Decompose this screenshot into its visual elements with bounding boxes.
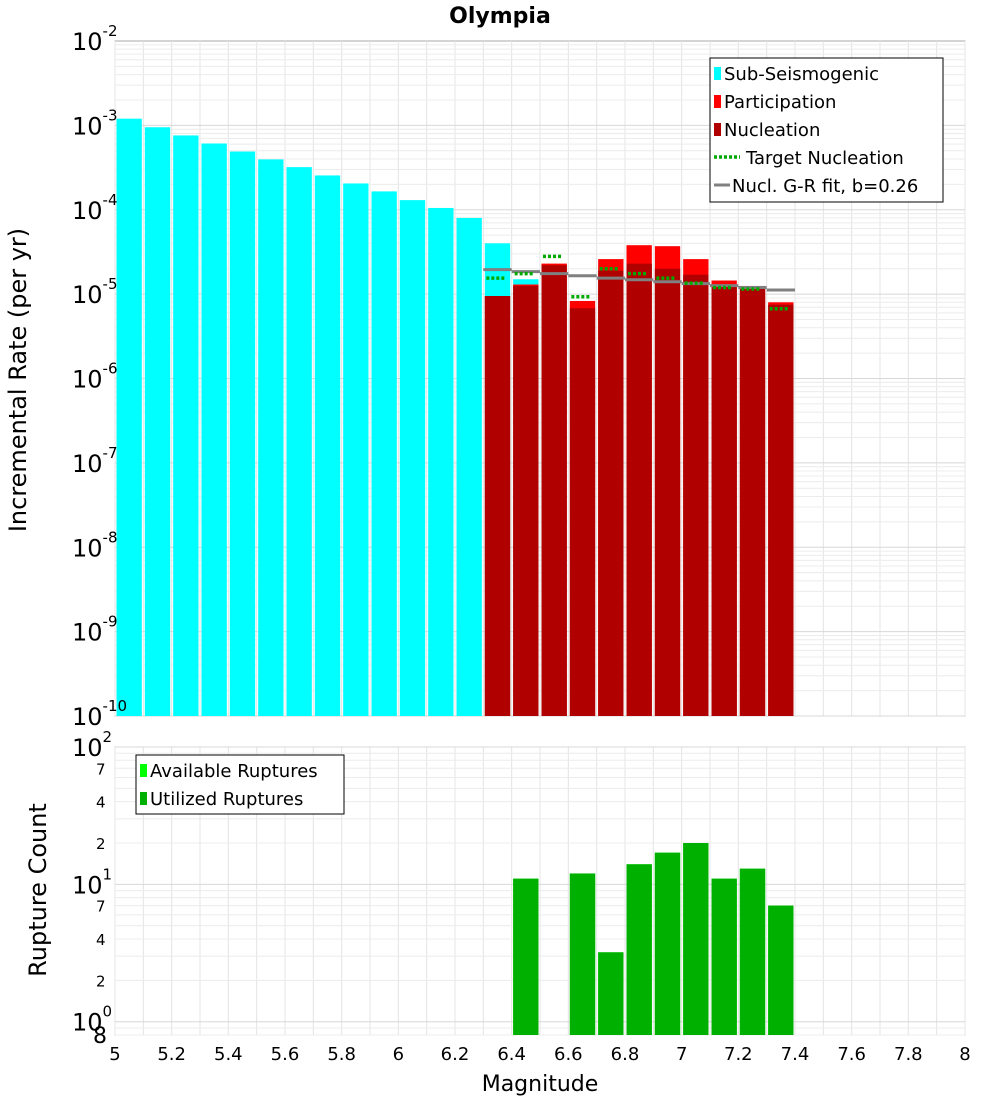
x-tick-label: 6.6 [554,1044,583,1065]
sub-seismogenic-bar [201,143,227,716]
nucleation-bar [768,304,794,716]
utilized-ruptures-bar [569,873,596,1035]
bottom-y-minor-tick-label: 7 [96,760,106,778]
sub-seismogenic-bar [428,207,454,716]
legend-swatch [140,764,147,777]
sub-seismogenic-bar [399,200,426,716]
legend-label: Utilized Ruptures [150,789,303,810]
x-tick-label: 5 [109,1044,120,1065]
chart-title: Olympia [449,4,551,29]
utilized-ruptures-bar [626,864,652,1035]
top-y-tick-label: 10-3 [72,106,118,140]
bottom-y-minor-tick-label: 4 [96,794,106,812]
x-tick-label: 7.2 [724,1044,753,1065]
top-y-tick-label: 10-6 [72,360,118,394]
utilized-ruptures-bar [513,878,539,1035]
nucleation-bar [654,268,681,716]
nucleation-bar [711,284,737,716]
top-y-tick-label: 10-2 [72,22,118,56]
x-tick-label: 5.6 [271,1044,300,1065]
bottom-y-minor-tick-label: 8 [93,1024,107,1049]
sub-seismogenic-bar [144,127,171,716]
x-tick-label: 6.4 [497,1044,526,1065]
bottom-legend: Available Ruptures Utilized Ruptures [135,754,345,815]
x-tick-label: 6 [393,1044,404,1065]
top-y-tick-label: 10-9 [72,613,118,647]
legend-label: Available Ruptures [150,761,318,782]
bottom-y-minor-tick-label: 7 [96,898,106,916]
top-legend: Sub-Seismogenic Participation Nucleation Ta… [709,57,944,203]
nucleation-bar [739,287,766,716]
x-tick-label: 7.8 [894,1044,923,1065]
legend-label: Nucl. G-R fit, b=0.26 [732,176,918,197]
nucleation-bar [626,263,652,716]
top-plot-area: 10-10 10-9 10-8 10-7 10-6 10-5 10-4 10-3 10-2 In… [4,22,966,731]
top-y-ticks: 10-10 10-9 10-8 10-7 10-6 10-5 10-4 10-3 10-2 [72,22,127,731]
sub-seismogenic-bar [456,217,482,716]
x-tick-label: 6.8 [611,1044,640,1065]
utilized-ruptures-bar [711,878,737,1035]
top-legend-box [709,57,944,203]
bottom-y-major-tick-label: 102 [72,728,112,762]
x-tick-label: 5.4 [214,1044,243,1065]
sub-seismogenic-bar [116,118,142,716]
top-y-tick-label: 10-5 [72,275,118,309]
top-y-tick-label: 10-10 [72,697,127,731]
legend-label: Participation [724,92,836,113]
x-tick-label: 5.2 [157,1044,186,1065]
top-y-tick-label: 10-4 [72,191,118,225]
nucleation-bar [541,265,567,716]
legend-label: Nucleation [724,120,820,141]
bottom-y-major-tick-label: 101 [72,865,112,899]
legend-swatch [140,792,147,805]
top-lines [483,254,795,311]
utilized-ruptures-bar [768,905,794,1035]
nucleation-bar [598,270,624,716]
sub-seismogenic-bar [258,159,284,717]
bottom-y-minor-tick-label: 4 [96,931,106,949]
utilized-ruptures-bar [598,952,624,1035]
top-y-tick-label: 10-7 [72,444,118,478]
legend-swatch [714,123,721,136]
x-ticks: 5 5.2 5.4 5.6 5.8 6 6.2 6.4 6.6 6.8 7 7.2 7.4 7.6 7.8 8 [109,1044,970,1065]
sub-seismogenic-bar [229,151,256,716]
x-axis-label: Magnitude [482,1072,599,1097]
bottom-y-ticks: 100 101 102 8 2 4 7 2 4 7 [72,728,112,1049]
utilized-ruptures-bar [654,852,681,1035]
x-tick-label: 7 [676,1044,687,1065]
x-tick-label: 7.6 [837,1044,866,1065]
legend-label: Target Nucleation [745,148,904,169]
nucleation-bar [513,285,539,716]
top-y-axis-label: Incremental Rate (per yr) [4,228,32,532]
sub-seismogenic-bar [173,135,199,717]
bottom-bars [513,843,794,1035]
nucleation-bar [484,296,511,716]
legend-label: Sub-Seismogenic [724,64,879,85]
bottom-y-major-tick-label: 100 [72,1003,112,1037]
x-tick-label: 7.4 [781,1044,810,1065]
utilized-ruptures-bar [739,868,766,1035]
x-tick-label: 5.8 [327,1044,356,1065]
x-tick-label: 8 [959,1044,970,1065]
bottom-y-axis-label: Rupture Count [24,803,52,977]
sub-seismogenic-bar [314,175,341,716]
nucleation-bar [683,274,709,716]
top-bars [116,118,794,717]
nucleation-bar [569,308,596,716]
legend-swatch [714,95,721,108]
bottom-plot-area: 100 101 102 8 2 4 7 2 4 7 Rupture Count Available… [24,728,971,1097]
top-y-tick-label: 10-8 [72,528,118,562]
utilized-ruptures-bar [683,843,709,1035]
bottom-legend-box [135,754,345,815]
legend-swatch [714,67,721,80]
x-tick-label: 6.2 [441,1044,470,1065]
sub-seismogenic-bar [286,167,312,716]
sub-seismogenic-bar [343,183,369,716]
sub-seismogenic-bar [371,191,397,717]
bottom-y-minor-tick-label: 2 [96,835,106,853]
bottom-y-minor-tick-label: 2 [96,972,106,990]
